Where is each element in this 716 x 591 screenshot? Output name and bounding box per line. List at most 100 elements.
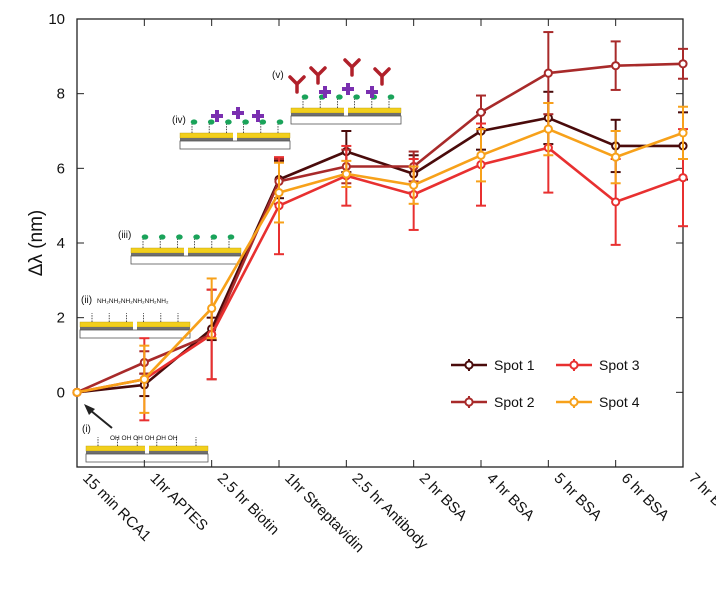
x-tick-label: 15 min RCA1 [79, 470, 154, 545]
base-layer [179, 140, 291, 150]
annotation-iii-label: (iii) [118, 230, 131, 241]
biotin-dot [301, 94, 309, 100]
data-point [678, 173, 688, 183]
streptavidin-icon [342, 83, 354, 95]
legend-swatch-marker [569, 397, 579, 407]
series-line [76, 146, 684, 394]
substrate-schematic [79, 321, 191, 339]
annotation-layer: OH OH OH OH OH OH (i) (ii) NH₂NH₂NH₂NH₂NH₂N… [79, 58, 402, 463]
biotin-dot [336, 94, 343, 100]
biotin-dot [193, 234, 200, 240]
data-point [409, 180, 419, 190]
gap [133, 321, 137, 330]
substrate-schematic [130, 247, 242, 265]
x-tick-label: 1hr APTES [147, 470, 211, 534]
annotation-ii-chem: NH₂NH₂NH₂NH₂NH₂NH₂ [97, 298, 169, 305]
legend-item: Spot 3 [556, 357, 640, 373]
biotin-dot [227, 234, 235, 240]
biotin-dot [176, 234, 183, 240]
biotin-dot [210, 234, 218, 240]
data-point [611, 61, 621, 71]
data-point [543, 68, 553, 78]
legend-label: Spot 1 [494, 357, 535, 373]
streptavidin-icon [319, 86, 331, 98]
series-4 [72, 102, 688, 414]
data-point [207, 303, 217, 313]
data-point [678, 128, 688, 138]
gap [145, 445, 149, 454]
substrate-schematic [85, 445, 209, 463]
x-tick-label: 4 hr BSA [483, 470, 537, 524]
plot-frame [76, 18, 684, 468]
y-tick-label: 0 [57, 384, 65, 401]
data-point [341, 169, 351, 179]
data-point [274, 188, 284, 198]
data-point [611, 197, 621, 207]
series-line [76, 127, 684, 394]
gap [233, 132, 237, 141]
y-tick-label: 8 [57, 86, 65, 103]
streptavidin-icon [232, 107, 244, 119]
substrate-schematic [290, 107, 402, 125]
antibody-icon [373, 67, 391, 86]
biotin-dot [276, 119, 284, 125]
biotin-dot [158, 234, 166, 240]
series-2 [72, 31, 688, 397]
biotin-dot [207, 119, 215, 125]
streptavidin-icon [211, 110, 223, 122]
annotation-v-label: (v) [272, 70, 284, 81]
data-point [678, 59, 688, 69]
gap [184, 247, 188, 256]
y-tick-label: 6 [57, 160, 65, 177]
data-point [72, 387, 82, 397]
biotin-dot [387, 94, 395, 100]
substrate-schematic [179, 132, 291, 150]
y-axis-label: Δλ (nm) [26, 210, 47, 277]
legend-item: Spot 1 [451, 357, 535, 373]
antibody-icon [343, 58, 361, 77]
y-tick-label: 10 [48, 11, 65, 28]
base-layer [79, 329, 191, 339]
biotin-dot [242, 119, 249, 125]
biotin-dot [225, 119, 232, 125]
data-point [543, 124, 553, 134]
base-layer [85, 453, 209, 463]
legend-swatch-marker [569, 360, 579, 370]
data-point [139, 374, 149, 384]
legend-swatch-marker [464, 360, 474, 370]
legend-label: Spot 2 [494, 394, 535, 410]
annotation-ii-label: (ii) [81, 295, 92, 306]
y-tick-label: 2 [57, 310, 65, 327]
series-1 [72, 90, 688, 398]
biotin-dot [259, 119, 267, 125]
gap [344, 107, 348, 116]
annotation-i-label: (i) [82, 424, 91, 435]
data-point [476, 107, 486, 117]
streptavidin-icon [366, 86, 378, 98]
data-point [476, 150, 486, 160]
x-tick-label: 2.5 hr Biotin [214, 470, 283, 539]
annotation-iv-label: (iv) [172, 115, 186, 126]
legend-item: Spot 2 [451, 394, 535, 410]
x-tick-label: 7 hr BSA [685, 470, 716, 524]
series-line [76, 62, 684, 394]
annotation-i-chem: OH OH OH OH OH OH [110, 435, 178, 442]
base-layer [130, 255, 242, 265]
legend-label: Spot 3 [599, 357, 640, 373]
y-tick-label: 4 [57, 235, 65, 252]
x-tick-label: 6 hr BSA [618, 470, 672, 524]
base-layer [290, 115, 402, 125]
data-layer [72, 31, 688, 422]
x-tick-label: 5 hr BSA [551, 470, 605, 524]
legend-item: Spot 4 [556, 394, 640, 410]
antibody-icon [309, 66, 327, 85]
legend-label: Spot 4 [599, 394, 640, 410]
biotin-dot [141, 234, 149, 240]
antibody-icon [288, 75, 306, 94]
annotation-arrow [89, 409, 113, 429]
x-tick-label: 2 hr BSA [416, 470, 470, 524]
legend-swatch-marker [464, 397, 474, 407]
legend: Spot 1 Spot 2 Spot 3 Spot 4 [451, 357, 640, 410]
biotin-dot [190, 119, 198, 125]
